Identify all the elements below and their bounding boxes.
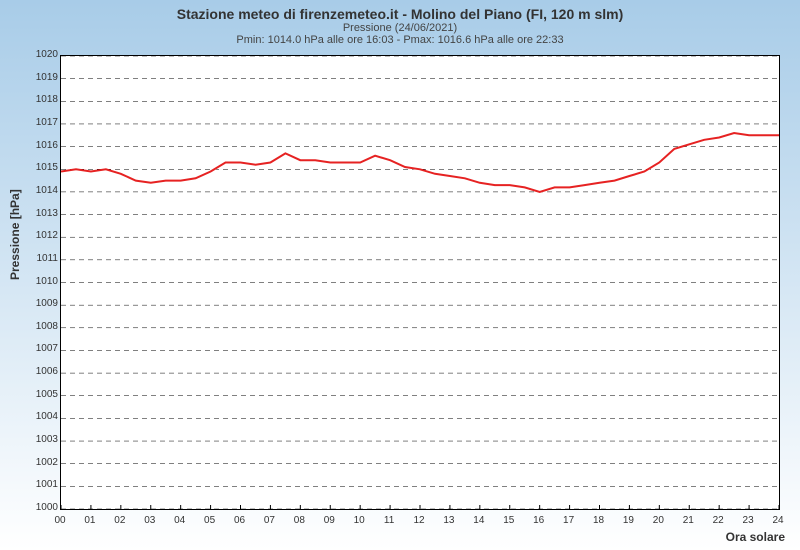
- chart-title: Stazione meteo di firenzemeteo.it - Moli…: [0, 0, 800, 22]
- y-tick-label: 1013: [23, 208, 58, 219]
- y-tick-label: 1005: [23, 389, 58, 400]
- x-tick-label: 01: [80, 515, 100, 526]
- y-tick-label: 1010: [23, 276, 58, 287]
- y-tick-label: 1018: [23, 94, 58, 105]
- x-tick-label: 04: [170, 515, 190, 526]
- y-tick-label: 1003: [23, 434, 58, 445]
- x-tick-label: 21: [678, 515, 698, 526]
- x-tick-label: 22: [708, 515, 728, 526]
- plot-svg: [61, 56, 779, 509]
- y-tick-label: 1016: [23, 140, 58, 151]
- x-tick-label: 07: [259, 515, 279, 526]
- y-tick-label: 1000: [23, 502, 58, 513]
- y-tick-label: 1019: [23, 72, 58, 83]
- y-tick-label: 1012: [23, 230, 58, 241]
- x-tick-label: 10: [349, 515, 369, 526]
- x-tick-label: 03: [140, 515, 160, 526]
- y-tick-label: 1020: [23, 49, 58, 60]
- x-tick-label: 02: [110, 515, 130, 526]
- chart-subtitle1: Pressione (24/06/2021): [0, 22, 800, 34]
- x-tick-label: 16: [529, 515, 549, 526]
- x-tick-label: 18: [589, 515, 609, 526]
- y-tick-label: 1015: [23, 162, 58, 173]
- x-axis-label: Ora solare: [726, 530, 785, 544]
- y-tick-label: 1004: [23, 411, 58, 422]
- x-tick-label: 11: [379, 515, 399, 526]
- x-tick-label: 24: [768, 515, 788, 526]
- y-tick-label: 1008: [23, 321, 58, 332]
- y-tick-label: 1001: [23, 479, 58, 490]
- x-tick-label: 15: [499, 515, 519, 526]
- x-tick-label: 23: [738, 515, 758, 526]
- x-tick-label: 12: [409, 515, 429, 526]
- y-tick-label: 1002: [23, 457, 58, 468]
- chart-container: Stazione meteo di firenzemeteo.it - Moli…: [0, 0, 800, 550]
- x-tick-label: 20: [648, 515, 668, 526]
- y-tick-label: 1006: [23, 366, 58, 377]
- x-tick-label: 14: [469, 515, 489, 526]
- y-tick-label: 1007: [23, 343, 58, 354]
- x-tick-label: 08: [289, 515, 309, 526]
- chart-subtitle2: Pmin: 1014.0 hPa alle ore 16:03 - Pmax: …: [0, 34, 800, 46]
- y-tick-label: 1014: [23, 185, 58, 196]
- x-tick-label: 05: [200, 515, 220, 526]
- y-tick-label: 1009: [23, 298, 58, 309]
- y-axis-label: Pressione [hPa]: [8, 189, 22, 280]
- x-tick-label: 09: [319, 515, 339, 526]
- x-tick-label: 06: [230, 515, 250, 526]
- x-tick-label: 17: [559, 515, 579, 526]
- y-tick-label: 1017: [23, 117, 58, 128]
- x-tick-label: 00: [50, 515, 70, 526]
- x-tick-label: 13: [439, 515, 459, 526]
- plot-area: [60, 55, 780, 510]
- y-tick-label: 1011: [23, 253, 58, 264]
- x-tick-label: 19: [618, 515, 638, 526]
